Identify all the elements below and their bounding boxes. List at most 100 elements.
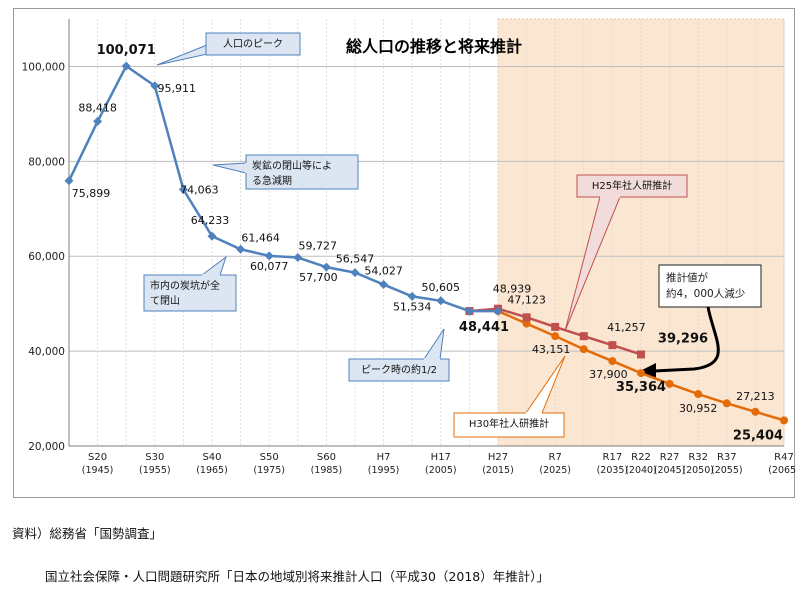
data-label: 37,900 <box>589 368 628 381</box>
data-label: 60,077 <box>250 260 289 273</box>
data-point <box>178 185 188 195</box>
data-label: 100,071 <box>97 43 156 58</box>
data-label: 51,534 <box>393 300 432 313</box>
data-point <box>407 291 417 301</box>
data-label: 56,547 <box>336 253 375 266</box>
callout-text: 人口のピーク <box>223 38 283 50</box>
data-label: 41,257 <box>607 321 646 334</box>
x-tick-year: (2005) <box>425 465 457 476</box>
data-label: 48,441 <box>459 320 509 335</box>
callout-box <box>348 358 450 382</box>
data-point <box>150 81 160 91</box>
x-tick-year: (2035) <box>597 465 629 476</box>
x-tick-label: H7 <box>377 452 391 463</box>
y-tick-label: 60,000 <box>28 251 65 263</box>
chart-frame: 20,000 40,000 60,000 80,000 100,000 S20 (1945)… <box>13 8 796 498</box>
data-label: 27,213 <box>736 390 775 403</box>
data-point <box>379 280 389 290</box>
data-point <box>436 296 446 306</box>
data-point <box>722 399 731 408</box>
data-point <box>236 244 246 254</box>
population-chart: 20,000 40,000 60,000 80,000 100,000 S20 (1945)… <box>22 18 796 476</box>
callout-pointer <box>212 162 247 174</box>
data-point <box>751 407 760 416</box>
data-point <box>321 262 331 272</box>
callout-text: る急減期 <box>252 174 292 187</box>
data-point <box>293 253 303 263</box>
reduction-arrowhead <box>640 363 656 379</box>
callout-box <box>576 174 688 198</box>
x-tick-year: (1975) <box>253 465 285 476</box>
data-point <box>608 341 617 350</box>
data-label: 64,233 <box>191 214 230 227</box>
x-tick-label: H17 <box>431 452 451 463</box>
x-tick-label: R47 <box>774 452 794 463</box>
data-point <box>350 268 360 278</box>
x-tick-label: R37 <box>717 452 737 463</box>
data-point <box>264 251 274 261</box>
callout-pointer <box>156 42 213 66</box>
callout-box <box>205 32 301 56</box>
callout-box <box>658 264 762 308</box>
data-point <box>207 231 217 241</box>
data-point <box>121 61 131 71</box>
data-point <box>665 379 674 388</box>
callout-text: ピーク時の約1/2 <box>361 363 437 376</box>
data-point <box>780 416 788 425</box>
data-point <box>579 345 588 354</box>
x-tick-label: H27 <box>488 452 508 463</box>
x-tick-year: (1985) <box>311 465 343 476</box>
x-tick-label: R7 <box>549 452 562 463</box>
x-tick-year: (2025) <box>539 465 571 476</box>
callout-text: て閉山 <box>150 295 180 307</box>
data-point <box>522 313 531 322</box>
data-label: 35,364 <box>616 380 666 395</box>
data-label: 25,404 <box>733 428 783 443</box>
callout-text: 炭鉱の閉山等によ <box>252 159 332 172</box>
data-point <box>464 306 474 316</box>
data-point <box>637 369 645 378</box>
y-tick-label: 100,000 <box>22 61 65 73</box>
x-tick-year: (2050) <box>682 465 714 476</box>
data-label: 54,027 <box>364 265 403 278</box>
source-line-1: 資料）総務省「国勢調査」 <box>12 526 163 541</box>
x-tick-label: S40 <box>202 452 221 463</box>
callout-pointer <box>423 328 445 360</box>
data-label: 59,727 <box>299 240 338 253</box>
callout-box <box>143 274 237 312</box>
series-line-0 <box>67 64 498 313</box>
callout-text: 市内の炭坑が全 <box>150 279 220 292</box>
data-point <box>64 176 74 186</box>
x-tick-year: (2045) <box>654 465 686 476</box>
y-tick-label: 40,000 <box>28 346 65 358</box>
callout-pointer <box>200 255 227 276</box>
x-tick-year: (1995) <box>368 465 400 476</box>
y-tick-label: 20,000 <box>28 441 65 453</box>
data-label: 43,151 <box>532 343 571 356</box>
x-tick-label: S50 <box>260 452 279 463</box>
x-tick-label: R17 <box>603 452 623 463</box>
x-tick-year: (2065) <box>768 465 796 476</box>
data-label: 74,063 <box>180 184 219 197</box>
x-tick-year: (1965) <box>196 465 228 476</box>
chart-title: 総人口の推移と将来推計 <box>346 37 522 56</box>
callout-text: H30年社人研推計 <box>469 417 549 430</box>
y-tick-label: 80,000 <box>28 156 65 168</box>
data-label: 95,911 <box>158 82 197 95</box>
data-label: 48,939 <box>493 283 532 296</box>
x-tick-label: S30 <box>145 452 164 463</box>
x-tick-year: (2055) <box>711 465 743 476</box>
callout-text: 推計値が <box>666 271 708 284</box>
data-point <box>493 306 503 316</box>
reduction-arrow <box>653 306 720 373</box>
data-point <box>551 332 560 341</box>
data-point <box>93 116 103 126</box>
callout-text: H25年社人研推計 <box>592 179 672 192</box>
x-tick-label: R22 <box>631 452 651 463</box>
data-point <box>579 332 588 341</box>
x-tick-label: R27 <box>660 452 680 463</box>
x-tick-year: (1945) <box>82 465 114 476</box>
x-tick-label: S20 <box>88 452 107 463</box>
data-label: 61,464 <box>241 231 280 244</box>
callout-box <box>453 412 565 438</box>
